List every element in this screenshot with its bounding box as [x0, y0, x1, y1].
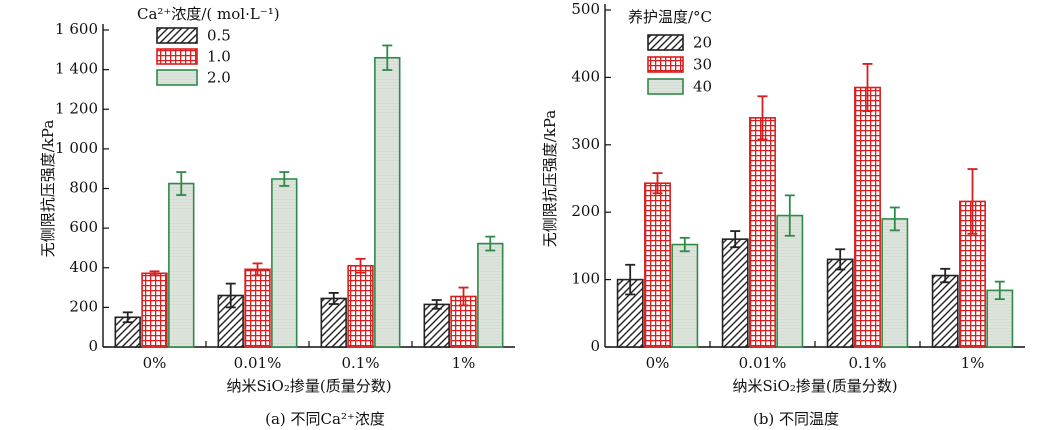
x-tick-label: 0.1%	[341, 354, 379, 372]
bar-0.5-0.01%	[217, 294, 244, 348]
y-tick-label: 800	[69, 179, 98, 197]
bar-0.5-0%	[114, 316, 141, 348]
bar-30-0.01%	[749, 117, 776, 348]
y-tick-label: 200	[571, 202, 600, 220]
panel-a-caption: (a) 不同Ca²⁺浓度	[265, 410, 385, 428]
bar-20-1%	[931, 274, 959, 348]
y-tick-label: 300	[571, 135, 600, 153]
bar-2.0-0%	[168, 182, 195, 348]
panel-b-caption: (b) 不同温度	[752, 410, 840, 428]
y-tick-label: 1 600	[55, 20, 98, 38]
legend-label-40: 40	[693, 78, 712, 96]
legend-label-20: 20	[693, 34, 712, 52]
chart-panel-b: 0 100 200 300 400 500 0% 0.01% 0.1% 1% 纳米SiO₂掺量(质量…	[541, 0, 1025, 395]
bar-20-0.1%	[826, 258, 854, 348]
y-tick-label: 400	[571, 67, 600, 85]
bar-30-0%	[644, 182, 671, 348]
bar-1.0-0%	[141, 272, 168, 348]
x-tick-label: 0.1%	[848, 354, 886, 372]
legend-label-2.0: 2.0	[207, 69, 231, 87]
y-tick-label: 1 400	[55, 60, 98, 78]
legend-label-1.0: 1.0	[207, 48, 231, 66]
bar-20-0.01%	[721, 238, 749, 348]
legend-swatch-1.0	[156, 48, 198, 65]
bar-40-0.1%	[881, 218, 909, 348]
y-tick-label: 1 200	[55, 99, 98, 117]
bar-1.0-0.1%	[347, 264, 374, 348]
bar-30-0.1%	[854, 86, 881, 348]
x-tick-label: 0.01%	[739, 354, 787, 372]
y-tick-label: 600	[69, 218, 98, 236]
x-tick-label: 0%	[646, 354, 670, 372]
legend-title: 养护温度/°C	[628, 8, 712, 26]
legend-swatch-30	[647, 56, 684, 73]
legend-swatch-0.5	[156, 27, 198, 44]
bar-0.5-0.1%	[320, 297, 347, 348]
legend-swatch-40	[647, 78, 684, 95]
x-tick-label: 1%	[452, 354, 476, 372]
legend-swatch-20	[647, 34, 684, 51]
y-tick-label: 500	[571, 0, 600, 18]
x-axis-title: 纳米SiO₂掺量(质量分数)	[732, 377, 897, 395]
bar-40-0%	[671, 243, 699, 348]
y-tick-label: 100	[571, 270, 600, 288]
y-tick-label: 0	[590, 337, 600, 355]
y-tick-label: 1 000	[55, 139, 98, 157]
legend-label-0.5: 0.5	[207, 27, 231, 45]
bar-2.0-1%	[477, 242, 504, 348]
legend-label-30: 30	[693, 56, 712, 74]
x-tick-label: 0%	[143, 354, 167, 372]
y-tick-label: 400	[69, 258, 98, 276]
legend-swatch-2.0	[156, 69, 198, 86]
bar-0.5-1%	[423, 303, 450, 348]
y-axis-title: 无侧限抗压强度/kPa	[39, 120, 57, 258]
chart-panel-a: 0 200 400 600 800 1 000 1 200 1 400 1 600 0% 0.01%…	[39, 5, 515, 395]
x-axis-title: 纳米SiO₂掺量(质量分数)	[226, 377, 391, 395]
x-tick-label: 1%	[961, 354, 985, 372]
x-tick-label: 0.01%	[234, 354, 282, 372]
y-tick-label: 0	[88, 337, 98, 355]
bar-1.0-0.01%	[244, 268, 271, 348]
legend-title: Ca²⁺浓度/( mol·L⁻¹)	[137, 5, 280, 23]
y-tick-label: 200	[69, 297, 98, 315]
bar-2.0-0.1%	[374, 56, 401, 348]
bar-2.0-0.01%	[271, 178, 298, 348]
y-axis-title: 无侧限抗压强度/kPa	[541, 110, 559, 248]
